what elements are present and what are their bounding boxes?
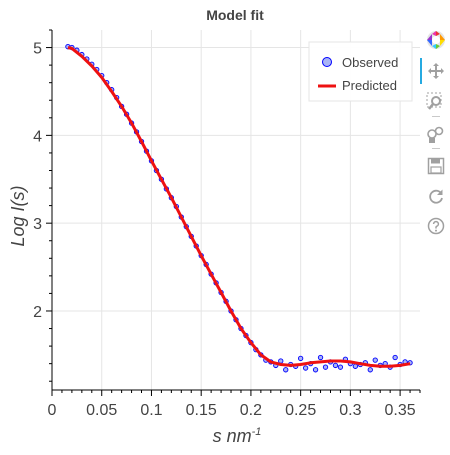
y-tick-label: 3 <box>33 216 42 233</box>
x-tick-label: 0.15 <box>186 402 217 419</box>
legend-box <box>308 41 413 102</box>
x-tick-label: 0.1 <box>140 402 162 419</box>
y-tick-label: 2 <box>33 304 42 321</box>
wheel-zoom-icon[interactable] <box>424 122 448 146</box>
legend-marker-observed <box>322 57 332 67</box>
x-tick-label: 0 <box>48 402 57 419</box>
observed-point <box>392 354 398 361</box>
x-axis-label: s nm-1 <box>213 426 262 446</box>
x-tick-label: 0.2 <box>240 402 262 419</box>
save-icon[interactable] <box>424 154 448 178</box>
toolbar-separator <box>432 148 440 149</box>
x-tick-label: 0.3 <box>339 402 361 419</box>
observed-point <box>367 367 373 373</box>
legend[interactable]: Observed Predicted <box>308 41 413 102</box>
legend-label-predicted: Predicted <box>342 78 397 93</box>
observed-point <box>312 367 319 373</box>
toolbar-separator <box>432 116 440 117</box>
help-icon[interactable] <box>424 214 448 238</box>
x-tick-label: 0.35 <box>385 402 416 419</box>
observed-point <box>372 357 378 363</box>
observed-point <box>332 362 339 369</box>
y-tick-label: 4 <box>33 128 42 145</box>
observed-point <box>317 354 324 361</box>
observed-point <box>322 364 329 370</box>
observed-point <box>337 364 344 370</box>
observed-point <box>297 355 304 362</box>
series-layer <box>65 44 413 373</box>
predicted-line <box>67 46 411 368</box>
y-tick-label: 5 <box>33 41 42 58</box>
x-tick-label: 0.25 <box>285 402 316 419</box>
y-axis-label: Log I(s) <box>8 185 28 246</box>
observed-point <box>283 367 289 373</box>
x-tick-label: 0.05 <box>86 402 117 419</box>
pan-icon[interactable] <box>424 59 448 83</box>
axes: 0 0.05 0.1 0.15 0.2 0.25 0.3 0.35 2 3 4 5 <box>33 29 421 419</box>
observed-point <box>352 363 359 369</box>
box-zoom-icon[interactable] <box>424 90 448 114</box>
observed-point <box>302 365 309 371</box>
chart-title: Model fit <box>206 7 264 23</box>
reset-icon[interactable] <box>424 184 448 208</box>
plot-toolbar <box>420 28 450 268</box>
legend-label-observed: Observed <box>342 55 398 70</box>
active-tool-indicator <box>420 58 422 84</box>
bokeh-logo-icon[interactable] <box>424 28 448 52</box>
